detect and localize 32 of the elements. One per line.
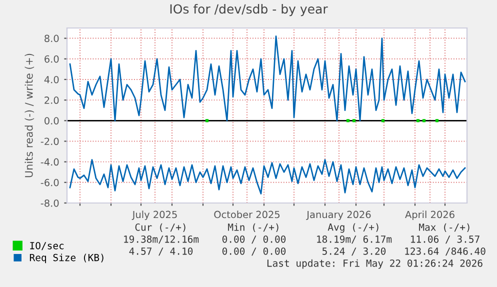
y-tick-label: 6.0	[44, 55, 59, 63]
y-tick-label: -8.0	[40, 199, 59, 207]
text: Max (-/+)	[419, 223, 470, 232]
y-tick-label: 2.0	[44, 96, 59, 104]
y-tick-label: -6.0	[40, 178, 59, 186]
text: 18.19m/ 6.17m	[317, 235, 392, 244]
y-tick-label: 8.0	[44, 34, 59, 42]
y-tick-label: -4.0	[40, 158, 59, 166]
text: 123.64 /846.40	[405, 247, 486, 256]
text: 5.24 / 3.20	[322, 247, 386, 256]
text: 19.38m/12.16m	[124, 235, 199, 244]
text: 11.06 / 3.57	[411, 235, 480, 244]
legend-label: Req Size (KB)	[30, 254, 104, 264]
text: Min (-/+)	[228, 223, 278, 232]
x-tick-label: July 2025	[132, 210, 177, 220]
y-tick-label: 4.0	[44, 76, 59, 84]
line-series	[69, 159, 466, 194]
x-tick-label: January 2026	[306, 210, 371, 220]
text: 0.00 / 0.00	[222, 247, 286, 256]
x-tick-label: April 2026	[405, 210, 454, 220]
text: 4.57 / 4.10	[129, 247, 193, 256]
text: 0.00 / 0.00	[222, 235, 286, 244]
line-series	[69, 36, 466, 122]
text: Avg (-/+)	[328, 223, 378, 233]
chart-title: IOs for /dev/sdb - by year	[170, 4, 328, 16]
text: Last update: Fri May 22 01:26:24 2026	[267, 259, 482, 269]
y-tick-label: 0.0	[44, 117, 59, 124]
y-axis-title: Units read (-) / write (+)	[24, 54, 34, 178]
legend-label: IO/sec	[30, 242, 64, 250]
text: Cur (-/+)	[135, 223, 186, 232]
x-tick-label: October 2025	[214, 210, 280, 218]
y-tick-label: -2.0	[40, 138, 59, 146]
